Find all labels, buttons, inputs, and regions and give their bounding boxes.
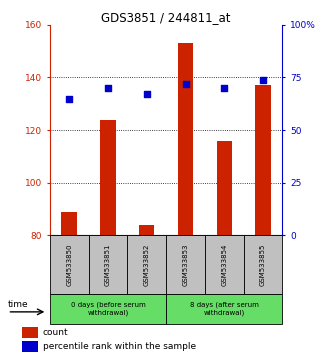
Bar [61, 212, 77, 235]
Point [261, 77, 266, 82]
Bar [139, 225, 154, 235]
Point [183, 81, 188, 87]
Text: GSM533853: GSM533853 [183, 243, 188, 286]
Text: GSM533852: GSM533852 [144, 244, 150, 286]
Text: count: count [43, 328, 69, 337]
Bar [50, 294, 166, 324]
Bar [127, 235, 166, 294]
Title: GDS3851 / 244811_at: GDS3851 / 244811_at [101, 11, 231, 24]
Point [144, 91, 149, 97]
Point [105, 85, 110, 91]
Point [66, 96, 72, 101]
Bar [166, 235, 205, 294]
Bar [244, 235, 282, 294]
Text: GSM533850: GSM533850 [66, 243, 72, 286]
Bar [22, 341, 39, 352]
Text: 0 days (before serum
withdrawal): 0 days (before serum withdrawal) [71, 302, 145, 316]
Text: 8 days (after serum
withdrawal): 8 days (after serum withdrawal) [190, 302, 259, 316]
Point [222, 85, 227, 91]
Bar [255, 85, 271, 235]
Text: time: time [7, 300, 28, 309]
Bar [100, 120, 116, 235]
Bar [217, 141, 232, 235]
Text: GSM533854: GSM533854 [221, 244, 227, 286]
Bar [178, 43, 193, 235]
Text: GSM533851: GSM533851 [105, 243, 111, 286]
Text: percentile rank within the sample: percentile rank within the sample [43, 342, 196, 351]
Bar [50, 235, 89, 294]
Bar [205, 235, 244, 294]
Bar [22, 327, 39, 338]
Bar [166, 294, 282, 324]
Bar [89, 235, 127, 294]
Text: GSM533855: GSM533855 [260, 244, 266, 286]
